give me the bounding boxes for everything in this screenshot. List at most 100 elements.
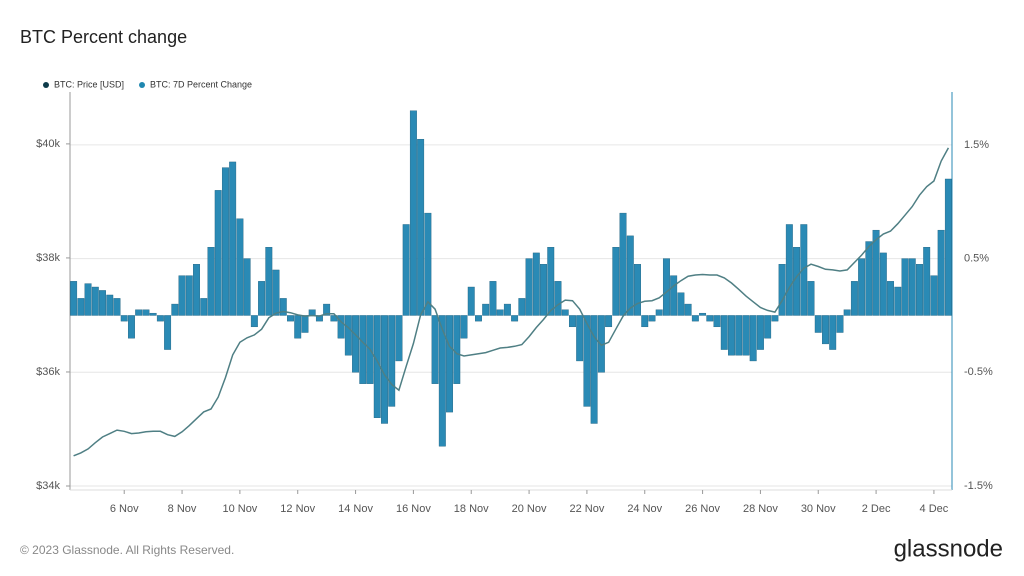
bar [409, 110, 417, 316]
bar [91, 286, 99, 316]
bar [547, 247, 555, 316]
bar [822, 315, 829, 345]
bar [99, 290, 106, 316]
bar [214, 190, 222, 316]
bar [475, 315, 482, 322]
bar [540, 264, 547, 316]
bar [431, 315, 439, 384]
bar [84, 283, 92, 316]
bar [453, 315, 461, 384]
x-tick-label: 16 Nov [396, 503, 431, 515]
bar [301, 315, 309, 333]
x-tick-label: 4 Dec [920, 503, 949, 515]
legend-label: BTC: 7D Percent Change [150, 79, 252, 89]
bar [518, 298, 526, 316]
bar [467, 286, 475, 316]
x-tick-label: 22 Nov [569, 503, 604, 515]
bar [120, 315, 128, 322]
y-tick-label: $38k [36, 252, 60, 264]
bar [749, 315, 757, 362]
bar [344, 315, 352, 356]
bar [554, 281, 562, 316]
bar [691, 315, 699, 322]
bar [156, 315, 164, 322]
bar [937, 229, 945, 316]
bar [200, 298, 208, 316]
bar [785, 224, 793, 316]
x-tick-label: 26 Nov [685, 503, 720, 515]
bar [70, 281, 78, 316]
bar [294, 315, 302, 339]
x-tick-label: 6 Nov [110, 503, 139, 515]
bar [756, 315, 764, 350]
bar [106, 294, 114, 316]
y2-tick-label: -1.5% [964, 480, 993, 492]
bar [807, 281, 815, 316]
bar [424, 212, 432, 316]
bar [894, 286, 902, 316]
bar [829, 315, 837, 350]
bar [923, 247, 931, 316]
bar [590, 315, 598, 424]
bar [843, 309, 851, 316]
bar [576, 315, 584, 362]
bar [670, 275, 678, 316]
bar [178, 275, 186, 316]
x-tick-label: 10 Nov [222, 503, 257, 515]
bar [764, 315, 772, 339]
bar [221, 167, 229, 316]
bar [728, 315, 735, 356]
bar [511, 315, 519, 322]
chart-title: BTC Percent change [20, 27, 187, 47]
bar [77, 298, 85, 316]
bar [901, 258, 909, 316]
bar [229, 161, 237, 316]
bar [655, 309, 663, 316]
bar [207, 247, 215, 316]
x-tick-label: 18 Nov [454, 503, 489, 515]
bar [858, 258, 866, 316]
bar [568, 315, 576, 328]
bar [720, 315, 728, 350]
bar [279, 298, 287, 316]
legend-label: BTC: Price [USD] [54, 79, 124, 89]
bar [446, 315, 454, 413]
x-tick-label: 20 Nov [512, 503, 547, 515]
x-tick-label: 28 Nov [743, 503, 778, 515]
bar [149, 312, 157, 316]
bar [735, 315, 743, 356]
bar [865, 241, 873, 316]
bar [634, 264, 641, 316]
bar [836, 315, 844, 333]
bar [323, 303, 331, 316]
bar [402, 224, 410, 316]
bar [236, 218, 244, 316]
bar [619, 212, 627, 316]
bar [605, 315, 613, 328]
y2-tick-label: -0.5% [964, 366, 993, 378]
bar [742, 315, 750, 356]
bar [641, 315, 649, 328]
bar [532, 252, 540, 316]
bar [525, 258, 533, 316]
bar [193, 264, 200, 316]
bar [135, 309, 143, 316]
y-tick-label: $40k [36, 138, 60, 150]
bar [185, 275, 193, 316]
bar [583, 315, 591, 407]
bar [944, 178, 952, 316]
bar [814, 315, 822, 333]
bar [337, 315, 345, 339]
bar [503, 303, 511, 316]
bar [496, 309, 504, 316]
bar [142, 309, 150, 316]
bar [713, 315, 721, 328]
bar [127, 315, 135, 339]
bar [460, 315, 468, 339]
legend-marker [43, 82, 49, 88]
y-tick-label: $34k [36, 480, 60, 492]
bar [113, 298, 121, 316]
bar [489, 281, 497, 316]
